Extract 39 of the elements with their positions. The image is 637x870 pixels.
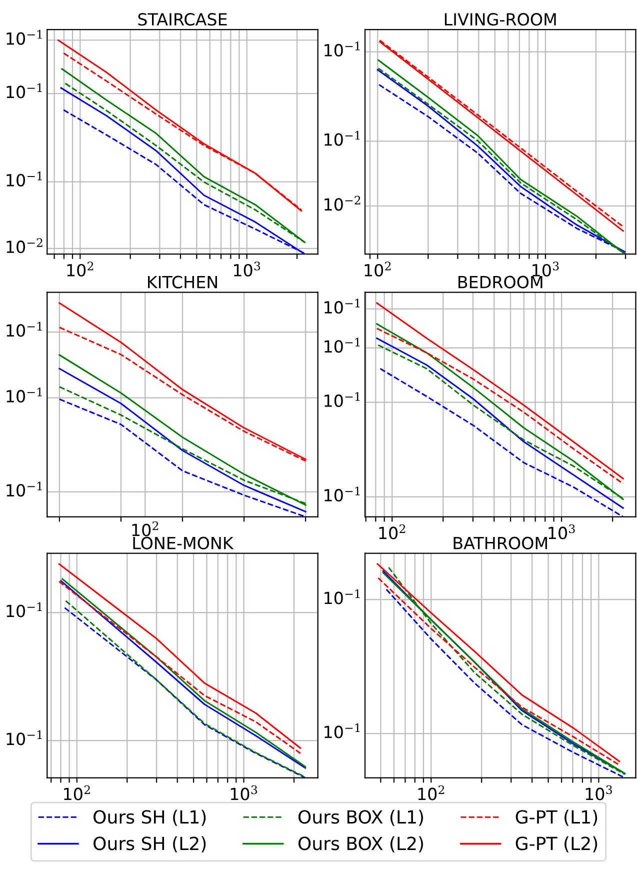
x-tick-label: 10$^{3}$	[586, 785, 612, 800]
legend-label: Ours SH (L1)	[94, 810, 206, 826]
legend-label: G-PT (L1)	[516, 810, 598, 826]
text: 10$^{−1}$	[6, 30, 42, 45]
legend-label: Ours BOX (L2)	[298, 836, 424, 852]
x-tick-label: 10$^{2}$	[364, 262, 391, 277]
text: 10$^{−1}$	[6, 322, 42, 337]
text: 10$^{−1}$	[324, 298, 360, 314]
x-tick-label: 10$^{3}$	[532, 262, 559, 277]
x-tick-label: 10$^{3}$	[548, 524, 575, 540]
text: 10$^{−1}$	[6, 602, 42, 618]
x-tick-label: 10$^{3}$	[230, 785, 258, 800]
chart-title: STAIRCASE	[138, 13, 227, 26]
text: 10$^{−1}$	[324, 589, 360, 604]
x-tick-label: 10$^{3}$	[234, 262, 260, 277]
legend-label: Ours BOX (L1)	[298, 810, 424, 826]
text: 10$^{−1}$	[6, 730, 42, 746]
chart-title: LIVING-ROOM	[444, 13, 556, 26]
chart-title: KITCHEN	[148, 276, 217, 288]
text: 10$^{−1}$	[324, 338, 360, 353]
chart-title: BATHROOM	[454, 536, 547, 550]
text: 10$^{−1}$	[6, 388, 42, 403]
chart-title: LONE-MONK	[133, 536, 234, 550]
legend-label: G-PT (L2)	[516, 836, 598, 852]
x-tick-label: 10$^{2}$	[418, 785, 444, 800]
chart-title: BEDROOM	[458, 276, 542, 288]
x-tick-label: 10$^{2}$	[64, 785, 90, 800]
x-tick-label: 10$^{2}$	[67, 262, 94, 277]
text: 10$^{−1}$	[324, 130, 360, 146]
text: 10$^{−1}$	[324, 723, 360, 738]
text: 10$^{−1}$	[6, 172, 42, 186]
text: 10$^{−1}$	[324, 392, 360, 408]
text: 10$^{−1}$	[6, 83, 42, 98]
text: 10$^{−1}$	[6, 482, 42, 497]
legend-label: Ours SH (L2)	[94, 836, 206, 852]
text: 10$^{−1}$	[324, 42, 360, 57]
text: 10$^{−2}$	[324, 196, 360, 211]
text: 10$^{−1}$	[324, 486, 360, 502]
text: 10$^{−2}$	[6, 238, 42, 254]
